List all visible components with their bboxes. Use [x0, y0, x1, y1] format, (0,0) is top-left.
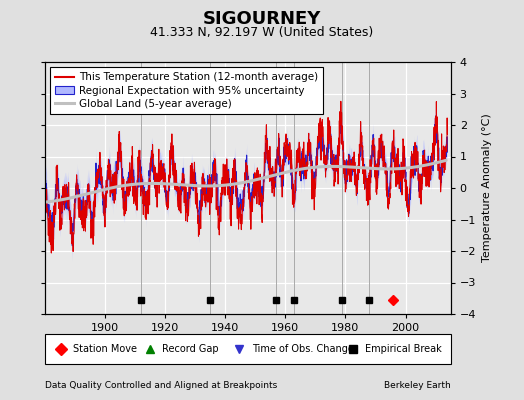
Text: Data Quality Controlled and Aligned at Breakpoints: Data Quality Controlled and Aligned at B… — [45, 381, 277, 390]
FancyBboxPatch shape — [45, 334, 451, 364]
Text: Time of Obs. Change: Time of Obs. Change — [252, 344, 354, 354]
Y-axis label: Temperature Anomaly (°C): Temperature Anomaly (°C) — [482, 114, 492, 262]
Text: 41.333 N, 92.197 W (United States): 41.333 N, 92.197 W (United States) — [150, 26, 374, 39]
Text: Empirical Break: Empirical Break — [365, 344, 442, 354]
Text: Berkeley Earth: Berkeley Earth — [384, 381, 451, 390]
Text: Station Move: Station Move — [73, 344, 137, 354]
Legend: This Temperature Station (12-month average), Regional Expectation with 95% uncer: This Temperature Station (12-month avera… — [50, 67, 323, 114]
Text: Record Gap: Record Gap — [162, 344, 219, 354]
Text: SIGOURNEY: SIGOURNEY — [203, 10, 321, 28]
